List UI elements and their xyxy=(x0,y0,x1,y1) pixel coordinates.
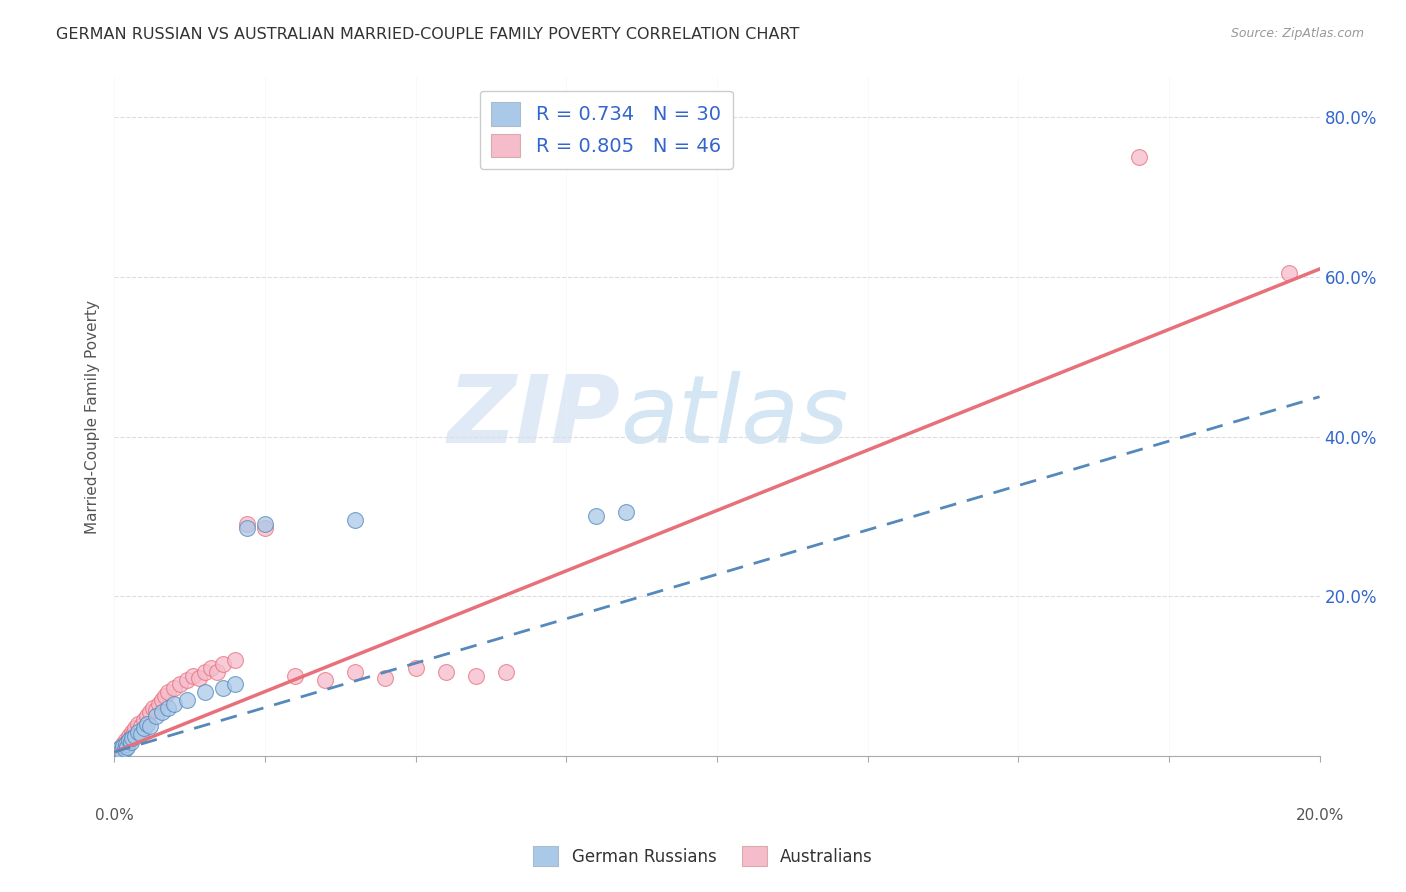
Point xyxy=(344,513,367,527)
Point xyxy=(131,718,153,732)
Point xyxy=(110,741,132,756)
Point xyxy=(194,665,217,680)
Point xyxy=(253,517,276,532)
Point xyxy=(464,669,486,683)
Point xyxy=(152,705,174,719)
Point xyxy=(136,709,159,723)
Point xyxy=(344,665,367,680)
Point xyxy=(108,742,131,756)
Point xyxy=(200,661,222,675)
Point xyxy=(224,677,246,691)
Point xyxy=(152,693,174,707)
Text: 0.0%: 0.0% xyxy=(94,808,134,822)
Text: atlas: atlas xyxy=(620,371,849,462)
Point xyxy=(110,744,132,758)
Point xyxy=(405,661,427,675)
Point xyxy=(112,739,135,754)
Text: GERMAN RUSSIAN VS AUSTRALIAN MARRIED-COUPLE FAMILY POVERTY CORRELATION CHART: GERMAN RUSSIAN VS AUSTRALIAN MARRIED-COU… xyxy=(56,27,800,42)
Point xyxy=(314,673,336,687)
Point xyxy=(105,745,128,759)
Point xyxy=(134,713,156,727)
Point xyxy=(139,718,162,732)
Point xyxy=(110,741,132,756)
Point xyxy=(105,745,128,759)
Point xyxy=(145,703,167,717)
Text: Source: ZipAtlas.com: Source: ZipAtlas.com xyxy=(1230,27,1364,40)
Text: ZIP: ZIP xyxy=(447,371,620,463)
Point xyxy=(122,726,145,740)
Point xyxy=(118,729,141,743)
Point xyxy=(176,673,198,687)
Point xyxy=(163,681,186,695)
Point xyxy=(142,701,165,715)
Point xyxy=(284,669,307,683)
Point xyxy=(205,665,228,680)
Point xyxy=(157,685,180,699)
Point xyxy=(139,705,162,719)
Point xyxy=(434,665,457,680)
Point xyxy=(108,742,131,756)
Point xyxy=(115,737,138,751)
Point xyxy=(115,733,138,747)
Point xyxy=(124,729,146,743)
Point xyxy=(585,509,607,524)
Point xyxy=(114,741,136,756)
Point xyxy=(136,717,159,731)
Point xyxy=(211,657,233,672)
Text: 20.0%: 20.0% xyxy=(1295,808,1344,822)
Legend: German Russians, Australians: German Russians, Australians xyxy=(524,838,882,875)
Point xyxy=(114,739,136,754)
Point xyxy=(131,726,153,740)
Point xyxy=(127,717,149,731)
Point xyxy=(187,671,209,685)
Point xyxy=(236,521,259,535)
Point xyxy=(1278,266,1301,280)
Point xyxy=(121,731,143,746)
Point xyxy=(117,740,139,755)
Point xyxy=(157,701,180,715)
Point xyxy=(616,506,638,520)
Point xyxy=(374,671,396,685)
Point xyxy=(236,517,259,532)
Point xyxy=(211,681,233,695)
Point xyxy=(176,693,198,707)
Point xyxy=(118,733,141,747)
Point xyxy=(145,709,167,723)
Point xyxy=(194,685,217,699)
Point xyxy=(120,731,142,746)
Legend: R = 0.734   N = 30, R = 0.805   N = 46: R = 0.734 N = 30, R = 0.805 N = 46 xyxy=(479,91,733,169)
Point xyxy=(148,697,170,711)
Point xyxy=(127,725,149,739)
Point xyxy=(495,665,517,680)
Point xyxy=(124,721,146,735)
Point xyxy=(134,721,156,735)
Point xyxy=(110,744,132,758)
Point xyxy=(117,734,139,748)
Point xyxy=(112,737,135,751)
Point xyxy=(224,653,246,667)
Point xyxy=(253,521,276,535)
Point xyxy=(163,697,186,711)
Point xyxy=(155,689,177,703)
Point xyxy=(121,725,143,739)
Point xyxy=(181,669,204,683)
Point xyxy=(120,734,142,748)
Y-axis label: Married-Couple Family Poverty: Married-Couple Family Poverty xyxy=(86,300,100,533)
Point xyxy=(1128,150,1150,164)
Point xyxy=(169,677,191,691)
